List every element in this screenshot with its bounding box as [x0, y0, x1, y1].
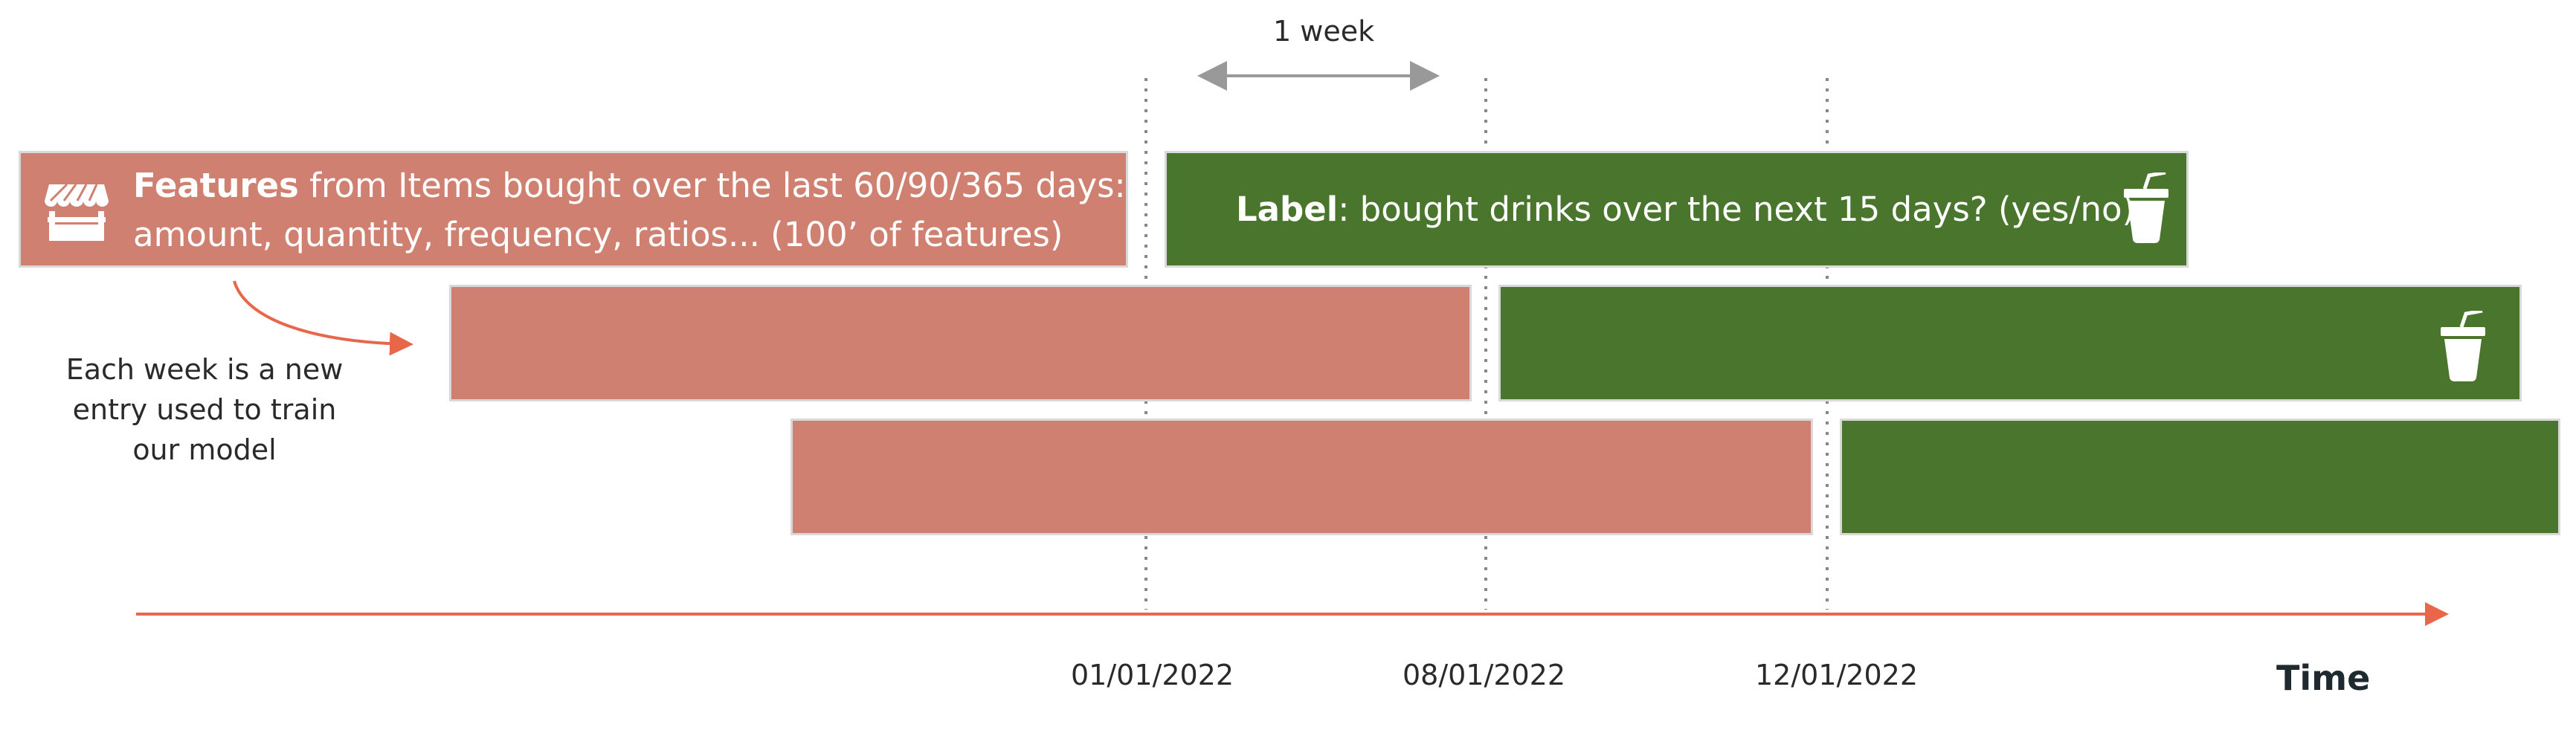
label-window-3	[1840, 419, 2560, 535]
features-description: from Items bought over the last 60/90/36…	[298, 166, 1126, 205]
date-label-01-01-2022: 01/01/2022	[1071, 659, 1234, 691]
week-span-label: 1 week	[1273, 15, 1375, 48]
label-window-1	[1165, 151, 2189, 268]
drink-cup-icon	[2124, 172, 2168, 244]
store-icon	[45, 183, 109, 241]
label-title: Label	[1236, 190, 1339, 229]
features-text-line2: amount, quantity, frequency, ratios... (…	[133, 214, 1063, 256]
annotation-text: Each week is a new entry used to train o…	[41, 349, 368, 470]
drink-cup-icon	[2441, 311, 2485, 382]
features-window-1	[19, 151, 1128, 268]
label-description: : bought drinks over the next 15 days? (…	[1338, 190, 2136, 229]
features-title: Features	[133, 166, 299, 205]
label-text: Label: bought drinks over the next 15 da…	[1236, 189, 2135, 230]
annotation-line: entry used to train	[72, 393, 337, 426]
date-label-12-01-2022: 12/01/2022	[1755, 659, 1919, 691]
time-axis-label: Time	[2276, 658, 2371, 698]
date-label-08-01-2022: 08/01/2022	[1403, 659, 1566, 691]
label-window-2	[1498, 285, 2522, 401]
annotation-line: Each week is a new	[65, 353, 344, 386]
features-examples: amount, quantity, frequency, ratios... (…	[133, 215, 1063, 254]
features-window-2	[449, 285, 1472, 401]
features-text-line1: Features from Items bought over the last…	[133, 165, 1126, 207]
annotation-arrow	[233, 280, 413, 356]
features-window-3	[790, 419, 1813, 535]
annotation-line: our model	[132, 433, 277, 466]
